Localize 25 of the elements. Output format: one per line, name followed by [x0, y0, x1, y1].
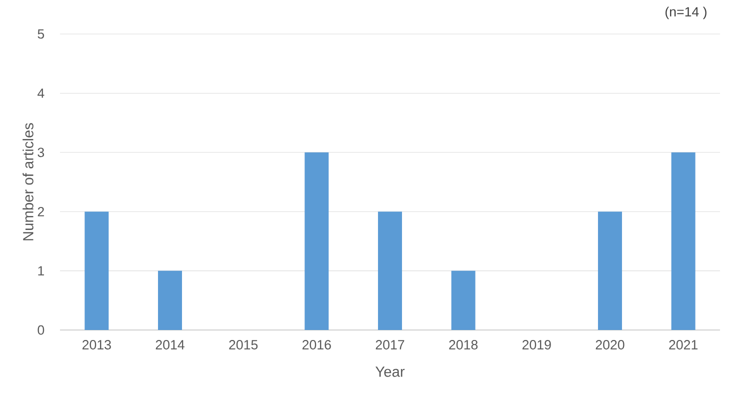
- bar: [158, 270, 182, 330]
- bar: [304, 152, 329, 330]
- x-axis-title: Year: [375, 366, 405, 377]
- y-axis-title: Number of articles: [22, 123, 34, 240]
- y-tick-label: 1: [38, 266, 44, 276]
- x-tick-label: 2018: [449, 340, 478, 350]
- x-tick-label: 2020: [596, 340, 624, 350]
- text: (n=14 ): [666, 6, 706, 20]
- x-tick-label: 2021: [669, 340, 698, 350]
- x-tick-label: 2019: [522, 340, 551, 350]
- bar: [451, 270, 476, 330]
- bar: [378, 212, 402, 330]
- x-tick-label: 2017: [376, 340, 404, 350]
- x-tick-label: 2016: [302, 340, 331, 350]
- x-tick-label: 2014: [156, 340, 184, 350]
- y-tick-label: 4: [38, 88, 44, 98]
- y-tick-label: 5: [38, 29, 44, 39]
- y-tick-label: 2: [38, 206, 44, 216]
- bar: [84, 212, 109, 330]
- y-tick-label: 0: [38, 325, 44, 335]
- y-tick-label: 3: [38, 148, 44, 158]
- x-tick-label: 2015: [229, 340, 258, 350]
- bar: [598, 212, 622, 330]
- bar: [671, 152, 696, 330]
- x-tick-label: 2013: [82, 340, 111, 350]
